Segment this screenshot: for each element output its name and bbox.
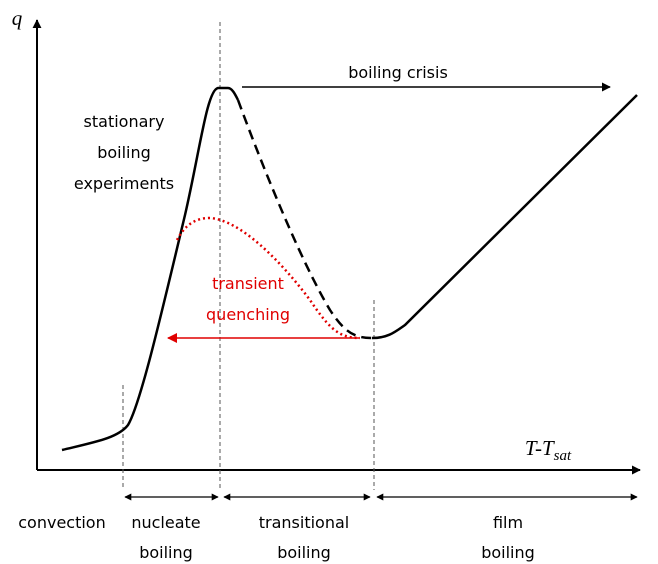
region-label: boiling <box>481 543 535 562</box>
stationary-label: stationary <box>84 112 165 131</box>
quenching-curve <box>175 216 361 340</box>
y-axis-label: q <box>12 6 23 30</box>
region-label: boiling <box>277 543 331 562</box>
nucleate-curve <box>61 86 240 452</box>
transition-curve <box>236 99 373 340</box>
region-label: convection <box>18 513 105 532</box>
stationary-label: boiling <box>97 143 151 162</box>
x-label-main: T-T <box>525 436 555 460</box>
film-curve <box>371 94 638 340</box>
transient-label: quenching <box>206 305 290 324</box>
region-label: transitional <box>259 513 349 532</box>
x-axis-label: T-Tsat <box>525 436 572 464</box>
region-label: boiling <box>139 543 193 562</box>
transient-label: transient <box>212 274 284 293</box>
stationary-label: experiments <box>74 174 174 193</box>
boiling-crisis-label: boiling crisis <box>348 63 448 82</box>
x-label-sub: sat <box>554 448 572 464</box>
region-label: nucleate <box>131 513 200 532</box>
separators <box>122 22 375 490</box>
region-label: film <box>493 513 523 532</box>
